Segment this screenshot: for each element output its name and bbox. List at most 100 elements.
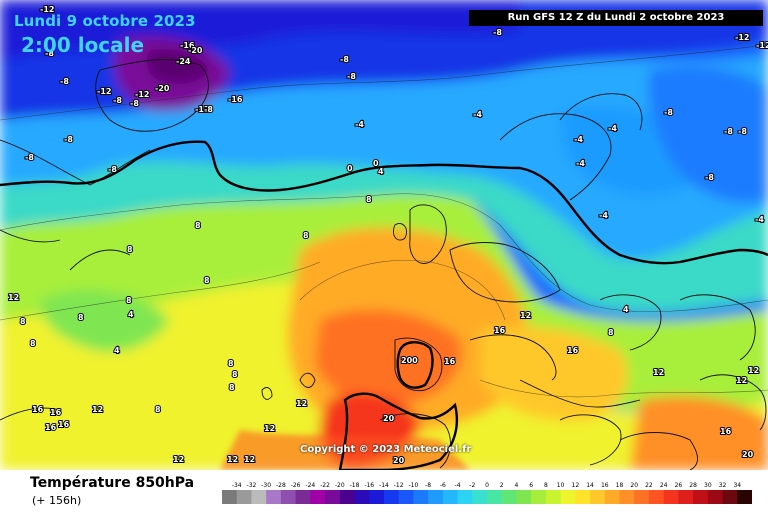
isotherm-twenty-line bbox=[338, 392, 459, 470]
legend-tick-label: -26 bbox=[291, 482, 301, 489]
contour-label: 8 bbox=[126, 296, 132, 305]
contour-label: 4 bbox=[128, 310, 134, 319]
legend-tick-label: -10 bbox=[408, 482, 418, 489]
forecast-date: Lundi 9 octobre 2023 bbox=[14, 12, 196, 30]
contour-label: 12 bbox=[244, 455, 255, 464]
contour-label: 0 bbox=[373, 159, 379, 168]
legend-tick-label: 10 bbox=[557, 482, 565, 489]
legend-swatch bbox=[354, 490, 370, 504]
contour-label: 8 bbox=[127, 245, 133, 254]
contour-label: 12 bbox=[653, 368, 664, 377]
temperature-map: -12 -16 -20 -24 -8 -8 -12 -12 -20 -8 -8 … bbox=[0, 0, 768, 470]
legend-tick-label: -22 bbox=[320, 482, 330, 489]
legend-tick-label: -34 bbox=[232, 482, 242, 489]
parameter-title: Température 850hPa bbox=[30, 475, 195, 491]
contour-label: 12 bbox=[296, 399, 307, 408]
contour-label: -4 bbox=[355, 120, 364, 129]
legend-swatch bbox=[222, 490, 238, 504]
legend-swatch bbox=[398, 490, 414, 504]
legend-tick-label: -2 bbox=[469, 482, 475, 489]
contour-label: -4 bbox=[576, 159, 585, 168]
contour-label: -8 bbox=[204, 105, 213, 114]
contour-label: 12 bbox=[92, 405, 103, 414]
legend-tick-label: -18 bbox=[350, 482, 360, 489]
legend-tick-label: -24 bbox=[305, 482, 315, 489]
contour-label: -4 bbox=[473, 110, 482, 119]
contour-labels: -12 -16 -20 -24 -8 -8 -12 -12 -20 -8 -8 … bbox=[7, 4, 768, 466]
contour-label: -4 bbox=[599, 211, 608, 220]
contour-label: 8 bbox=[303, 231, 309, 240]
contour-label: -12 bbox=[97, 87, 111, 96]
legend-tick-label: 2 bbox=[500, 482, 504, 489]
contour-label: 4 bbox=[623, 305, 629, 314]
legend-swatch bbox=[280, 490, 297, 504]
contour-label: 8 bbox=[20, 317, 26, 326]
contour-label: 16 bbox=[58, 420, 70, 429]
legend-swatch bbox=[383, 490, 400, 504]
legend-swatch bbox=[560, 490, 576, 504]
legend-tick-label: 28 bbox=[689, 482, 697, 489]
contour-label: -4 bbox=[755, 215, 764, 224]
legend-tick-label: 34 bbox=[733, 482, 741, 489]
contour-label: -8 bbox=[340, 55, 349, 64]
contour-label: 16 bbox=[720, 427, 732, 436]
contour-label: -8 bbox=[724, 127, 733, 136]
legend-swatch bbox=[369, 490, 385, 504]
legend-swatch bbox=[634, 490, 650, 504]
contour-label: 20 bbox=[383, 414, 395, 423]
temperature-field bbox=[0, 0, 768, 470]
contour-label: -8 bbox=[130, 99, 139, 108]
legend-tick-label: -6 bbox=[440, 482, 446, 489]
contour-label: -12 bbox=[135, 90, 149, 99]
color-scale-legend: -34 -32 -30 -28 -26 -24 -22 -20 -18 -16 -14 -12 -10-… bbox=[222, 482, 752, 504]
contour-label: 12 bbox=[736, 376, 747, 385]
contour-label: 20 bbox=[742, 450, 754, 459]
contour-label: -20 bbox=[188, 46, 203, 55]
legend-swatch bbox=[693, 490, 709, 504]
legend-swatch bbox=[428, 490, 444, 504]
contour-label: -13 bbox=[195, 105, 209, 114]
contour-label: 200 bbox=[401, 356, 418, 365]
legend-tick-label: -12 bbox=[394, 482, 404, 489]
contour-label: -20 bbox=[155, 84, 170, 93]
legend-swatch bbox=[442, 490, 458, 504]
land-shading bbox=[220, 430, 470, 470]
contour-label: 8 bbox=[195, 221, 201, 230]
contour-label: -8 bbox=[45, 49, 54, 58]
legend-tick-label: -30 bbox=[261, 482, 271, 489]
legend-tick-label: 6 bbox=[529, 482, 533, 489]
contour-label: 0 bbox=[347, 164, 353, 173]
legend-tick-label: 26 bbox=[675, 482, 683, 489]
model-run-label: Run GFS 12 Z du Lundi 2 octobre 2023 bbox=[469, 10, 763, 26]
contour-label: 12 bbox=[264, 424, 275, 433]
legend-swatch bbox=[295, 490, 311, 504]
legend-tick-label: 32 bbox=[719, 482, 727, 489]
isotherm-zero-line bbox=[0, 140, 768, 265]
contour-label: -8 bbox=[64, 135, 73, 144]
contour-label: 8 bbox=[78, 313, 84, 322]
coastlines bbox=[0, 59, 767, 470]
legend-tick-label: 18 bbox=[616, 482, 624, 489]
contour-label: 8 bbox=[228, 359, 234, 368]
contour-label: 4 bbox=[378, 167, 384, 176]
legend-swatch bbox=[648, 490, 665, 504]
legend-swatch bbox=[619, 490, 635, 504]
legend-tick-label: 4 bbox=[515, 482, 519, 489]
contour-label: -8 bbox=[25, 153, 34, 162]
legend-swatch bbox=[487, 490, 503, 504]
contour-label: -12 bbox=[40, 5, 54, 14]
legend-swatch bbox=[590, 490, 606, 504]
legend-swatch bbox=[545, 490, 562, 504]
lead-time: (+ 156h) bbox=[32, 494, 82, 507]
legend-swatch bbox=[251, 490, 267, 504]
legend-tick-label: 14 bbox=[586, 482, 594, 489]
contour-label: -8 bbox=[493, 28, 502, 37]
contour-label: 8 bbox=[608, 328, 614, 337]
legend-tick-label: -16 bbox=[364, 482, 374, 489]
legend-tick-label: 30 bbox=[704, 482, 712, 489]
forecast-time: 2:00 locale bbox=[21, 33, 145, 57]
legend-swatch bbox=[516, 490, 532, 504]
legend-swatch bbox=[663, 490, 679, 504]
contour-label: 20 bbox=[393, 456, 405, 465]
contour-label: 16 bbox=[32, 405, 44, 414]
